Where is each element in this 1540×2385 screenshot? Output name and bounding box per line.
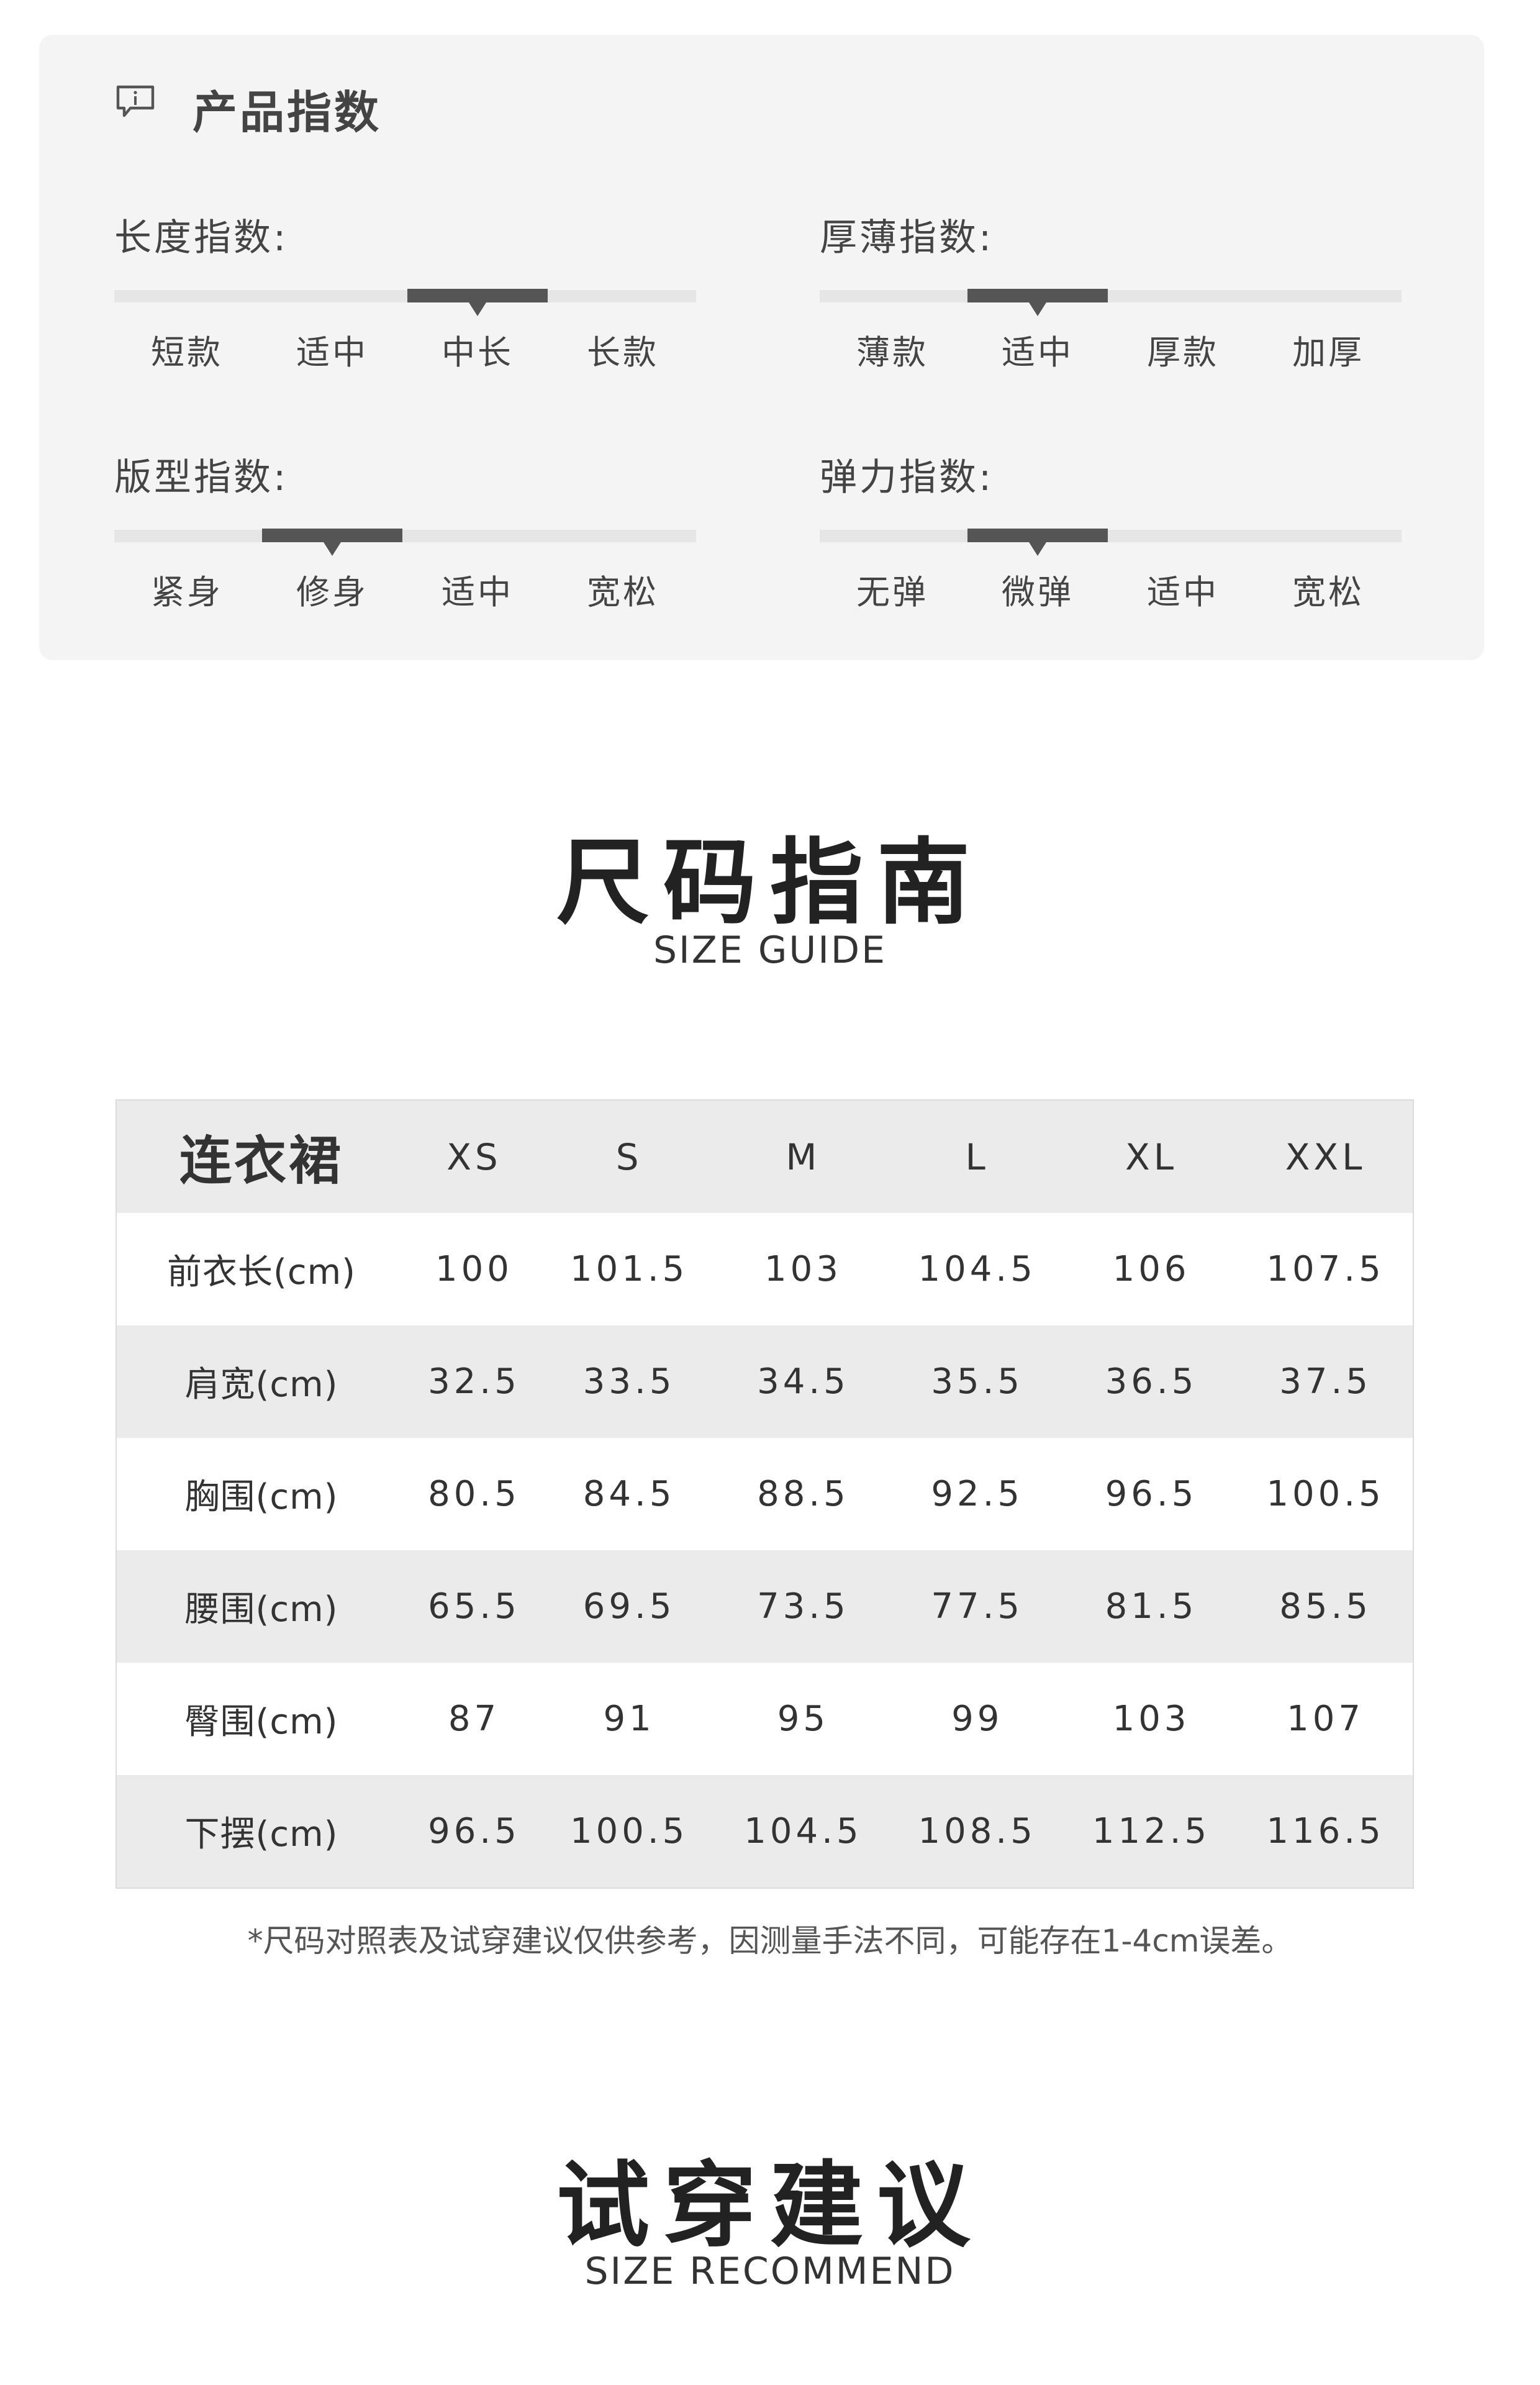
measurement-value: 103 — [1112, 1699, 1190, 1739]
measurement-value: 107 — [1287, 1699, 1365, 1739]
measurement-value: 101.5 — [569, 1249, 689, 1289]
measurement-value: 88.5 — [757, 1474, 849, 1514]
index-option: 无弹 — [856, 573, 928, 612]
info-chat-icon — [116, 85, 155, 117]
table-row: 肩宽(cm) 32.5 33.5 34.5 35.5 36.5 37.5 — [116, 1325, 1413, 1438]
measurement-value: 34.5 — [716, 1325, 890, 1438]
table-row: 臀围(cm) 87 91 95 99 103 107 — [116, 1663, 1413, 1775]
measurement-value: 107.5 — [1266, 1249, 1385, 1289]
measurement-value: 80.5 — [428, 1474, 520, 1514]
index-label: 厚薄指数: — [820, 216, 994, 260]
measurement-value: 69.5 — [541, 1550, 717, 1663]
measurement-value: 35.5 — [890, 1325, 1064, 1438]
measurement-value: 100.5 — [1266, 1474, 1385, 1514]
index-option: 适中 — [442, 573, 514, 612]
index-option: 加厚 — [1292, 333, 1364, 372]
index-option: 适中 — [1002, 333, 1074, 372]
measurement-value: 32.5 — [406, 1325, 542, 1438]
size-guide-title: 尺码指南 — [556, 829, 984, 937]
product-index-panel — [39, 35, 1484, 660]
measurement-value: 103 — [764, 1249, 842, 1289]
index-option: 适中 — [1147, 573, 1219, 612]
measurement-label: 肩宽(cm) — [116, 1325, 406, 1438]
size-header: XXL — [1238, 1100, 1413, 1213]
measurement-value: 96.5 — [406, 1775, 542, 1888]
size-table: 连衣裙 XS S M L XL XXL 前衣长(cm) 100 101.5 103 10… — [116, 1099, 1414, 1889]
measurement-value: 92.5 — [931, 1474, 1024, 1514]
index-selected-marker — [407, 289, 548, 316]
index-selected-marker — [967, 529, 1108, 556]
size-header: XS — [406, 1100, 542, 1213]
index-scale-bar: 紧身 修身 适中 宽松 — [114, 529, 696, 612]
index-option: 宽松 — [1292, 573, 1364, 612]
measurement-value: 87 — [448, 1699, 500, 1739]
measurement-value: 104.5 — [918, 1249, 1036, 1289]
index-label: 弹力指数: — [820, 456, 994, 499]
index-label: 长度指数: — [114, 216, 289, 260]
measurement-value: 112.5 — [1064, 1775, 1239, 1888]
index-option: 微弹 — [1002, 573, 1074, 612]
measurement-value: 108.5 — [890, 1775, 1064, 1888]
measurement-value: 84.5 — [582, 1474, 676, 1514]
size-header: S — [541, 1100, 717, 1213]
index-option: 长款 — [587, 333, 659, 372]
measurement-value: 91 — [603, 1699, 655, 1739]
measurement-value: 77.5 — [890, 1550, 1064, 1663]
index-option: 薄款 — [856, 333, 928, 372]
index-scale-bar: 薄款 适中 厚款 加厚 — [820, 289, 1402, 372]
index-option: 中长 — [442, 333, 514, 372]
measurement-value: 100 — [435, 1249, 513, 1289]
table-row: 腰围(cm) 65.5 69.5 73.5 77.5 81.5 85.5 — [116, 1550, 1413, 1663]
table-row: 前衣长(cm) 100 101.5 103 104.5 106 107.5 — [116, 1213, 1413, 1325]
size-guide-subtitle: SIZE GUIDE — [653, 929, 887, 972]
index-selected-marker — [262, 529, 402, 556]
size-recommend-subtitle: SIZE RECOMMEND — [584, 2250, 956, 2293]
index-option: 短款 — [151, 333, 223, 372]
measurement-value: 106 — [1112, 1249, 1190, 1289]
measurement-value: 33.5 — [541, 1325, 717, 1438]
measurement-label: 下摆(cm) — [116, 1775, 406, 1888]
product-index-title: 产品指数 — [192, 86, 382, 139]
measurement-value: 65.5 — [406, 1550, 542, 1663]
index-option: 适中 — [296, 333, 368, 372]
size-header: M — [716, 1100, 890, 1213]
measurement-value: 100.5 — [541, 1775, 717, 1888]
size-note: *尺码对照表及试穿建议仅供参考，因测量手法不同，可能存在1-4cm误差。 — [247, 1923, 1293, 1959]
measurement-value: 96.5 — [1105, 1474, 1198, 1514]
index-option: 宽松 — [587, 573, 659, 612]
size-recommend-title: 试穿建议 — [556, 2152, 984, 2260]
index-scale-bar: 短款 适中 中长 长款 — [114, 289, 696, 372]
index-option: 修身 — [296, 573, 368, 612]
measurement-value: 116.5 — [1238, 1775, 1413, 1888]
index-option: 紧身 — [151, 573, 223, 612]
index-label: 版型指数: — [114, 456, 289, 499]
index-selected-marker — [967, 289, 1108, 316]
measurement-value: 37.5 — [1238, 1325, 1413, 1438]
measurement-value: 85.5 — [1238, 1550, 1413, 1663]
measurement-label: 前衣长(cm) — [166, 1252, 356, 1292]
table-header-row: 连衣裙 XS S M L XL XXL — [116, 1100, 1413, 1213]
measurement-value: 81.5 — [1064, 1550, 1239, 1663]
size-header: L — [890, 1100, 1064, 1213]
measurement-value: 36.5 — [1064, 1325, 1239, 1438]
measurement-label: 胸围(cm) — [184, 1477, 338, 1517]
table-corner-label: 连衣裙 — [116, 1100, 406, 1213]
measurement-label: 腰围(cm) — [116, 1550, 406, 1663]
measurement-label: 臀围(cm) — [184, 1702, 338, 1742]
table-row: 下摆(cm) 96.5 100.5 104.5 108.5 112.5 116.5 — [116, 1775, 1413, 1888]
measurement-value: 104.5 — [716, 1775, 890, 1888]
index-scale-bar: 无弹 微弹 适中 宽松 — [820, 529, 1402, 612]
table-row: 胸围(cm) 80.5 84.5 88.5 92.5 96.5 100.5 — [116, 1438, 1413, 1550]
size-header: XL — [1064, 1100, 1239, 1213]
measurement-value: 73.5 — [716, 1550, 890, 1663]
index-option: 厚款 — [1147, 333, 1219, 372]
measurement-value: 99 — [951, 1699, 1003, 1739]
measurement-value: 95 — [777, 1699, 830, 1739]
